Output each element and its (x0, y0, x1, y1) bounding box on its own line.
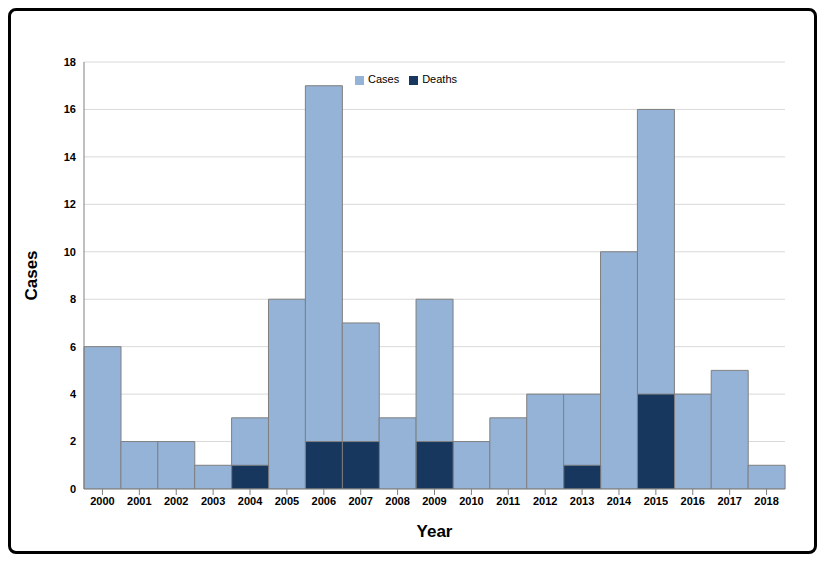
svg-text:4: 4 (70, 388, 77, 400)
svg-text:16: 16 (64, 103, 76, 115)
svg-text:10: 10 (64, 246, 76, 258)
html-text:Cases: Cases (368, 73, 400, 85)
svg-text:2006: 2006 (312, 495, 336, 507)
svg-text:2012: 2012 (533, 495, 557, 507)
svg-text:2003: 2003 (201, 495, 225, 507)
svg-text:2013: 2013 (570, 495, 594, 507)
svg-text:2000: 2000 (90, 495, 114, 507)
svg-text:18: 18 (64, 56, 76, 68)
svg-text:12: 12 (64, 198, 76, 210)
svg-text:2010: 2010 (459, 495, 483, 507)
svg-text:Year: Year (417, 522, 453, 541)
svg-text:2017: 2017 (717, 495, 741, 507)
html-text:Deaths: Deaths (422, 73, 457, 85)
svg-text:2011: 2011 (496, 495, 520, 507)
svg-text:2014: 2014 (607, 495, 632, 507)
svg-text:0: 0 (70, 483, 76, 495)
svg-text:2009: 2009 (422, 495, 446, 507)
svg-text:8: 8 (70, 293, 76, 305)
svg-text:2008: 2008 (385, 495, 409, 507)
svg-text:2: 2 (70, 435, 76, 447)
svg-text:2007: 2007 (348, 495, 372, 507)
svg-text:2015: 2015 (644, 495, 668, 507)
svg-text:14: 14 (64, 151, 77, 163)
svg-text:2002: 2002 (164, 495, 188, 507)
svg-text:2005: 2005 (275, 495, 299, 507)
svg-text:2001: 2001 (127, 495, 151, 507)
svg-text:2004: 2004 (238, 495, 263, 507)
svg-text:Cases: Cases (22, 250, 41, 300)
svg-text:2018: 2018 (754, 495, 778, 507)
svg-text:2016: 2016 (681, 495, 705, 507)
svg-text:6: 6 (70, 341, 76, 353)
